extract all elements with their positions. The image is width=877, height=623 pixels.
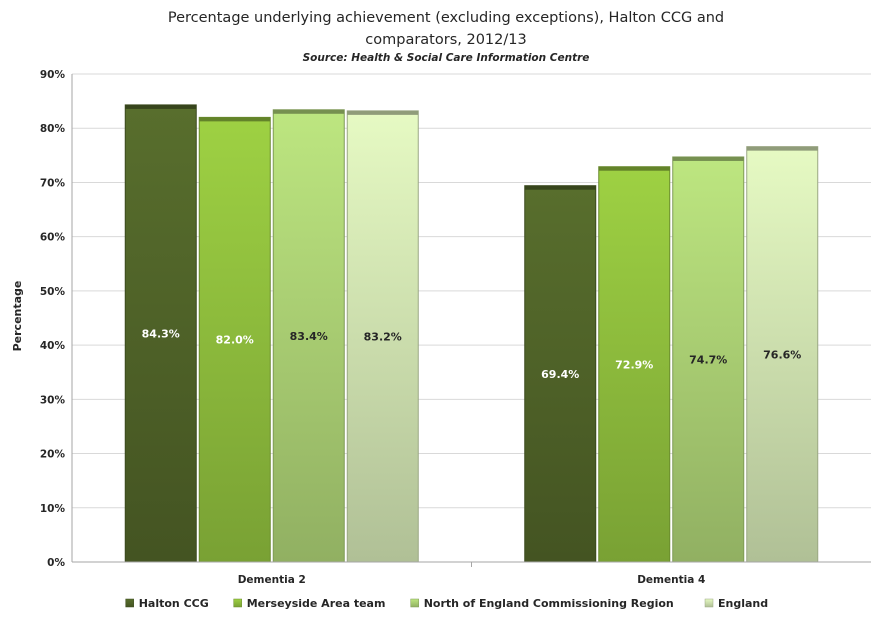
legend-swatch <box>125 598 134 608</box>
x-tick-label: Dementia 4 <box>637 574 705 586</box>
data-label: 69.4% <box>541 368 579 381</box>
data-label: 83.4% <box>290 330 328 343</box>
y-tick-label: 0% <box>47 557 65 569</box>
x-tick-label: Dementia 2 <box>238 574 306 586</box>
bar <box>346 110 419 563</box>
y-tick-label: 50% <box>40 286 66 298</box>
bar <box>672 156 745 563</box>
legend-swatch <box>410 598 419 608</box>
y-axis-title: Percentage <box>11 281 24 352</box>
bar-top-edge <box>524 185 596 190</box>
data-label: 72.9% <box>615 358 653 371</box>
legend-swatch <box>704 598 714 608</box>
bar-top-edge <box>347 110 419 115</box>
legend-item: England <box>704 597 768 610</box>
legend-swatch <box>233 598 242 608</box>
bar-top-edge <box>598 166 670 171</box>
data-label: 83.2% <box>364 330 402 343</box>
bar <box>198 116 271 563</box>
bar-top-edge <box>125 104 197 109</box>
y-tick-label: 70% <box>40 177 66 189</box>
bar-top-edge <box>746 146 818 151</box>
y-tick-label: 90% <box>40 69 66 81</box>
chart-subtitle: Source: Health & Social Care Information… <box>303 52 590 64</box>
bar-top-edge <box>199 117 271 122</box>
legend-label: England <box>718 597 768 610</box>
y-tick-label: 80% <box>40 123 66 135</box>
legend-item: North of England Commissioning Region <box>410 597 674 610</box>
bar-top-edge <box>273 109 345 114</box>
data-labels: 84.3% 82.0% 83.4% 83.2% 69.4% 72.9% 74.7% 76.6% <box>142 327 802 380</box>
bars <box>124 104 819 563</box>
y-tick-label: 40% <box>40 340 66 352</box>
legend-label: Merseyside Area team <box>247 597 386 610</box>
y-tick-label: 30% <box>40 394 66 406</box>
y-tick-label: 20% <box>40 449 66 461</box>
bar-top-edge <box>672 156 744 161</box>
data-label: 76.6% <box>763 348 801 361</box>
y-tick-label: 10% <box>40 503 66 515</box>
chart-title-line-2: comparators, 2012/13 <box>365 32 526 48</box>
bar <box>272 109 345 563</box>
legend-label: North of England Commissioning Region <box>424 597 674 610</box>
data-label: 84.3% <box>142 327 180 340</box>
data-label: 82.0% <box>216 334 254 347</box>
y-tick-label: 60% <box>40 232 66 244</box>
bar <box>524 185 597 563</box>
axes: 0% 10% 20% 30% 40% 50% 60% 70% 80% 90% Dementia 2 D… <box>40 69 871 586</box>
bar <box>598 166 671 563</box>
legend: Halton CCG Merseyside Area team North of E… <box>125 597 768 610</box>
legend-item: Halton CCG <box>125 597 209 610</box>
data-label: 74.7% <box>689 353 727 366</box>
legend-label: Halton CCG <box>139 597 209 610</box>
chart-title-line-1: Percentage underlying achievement (exclu… <box>168 10 724 26</box>
legend-item: Merseyside Area team <box>233 597 386 610</box>
